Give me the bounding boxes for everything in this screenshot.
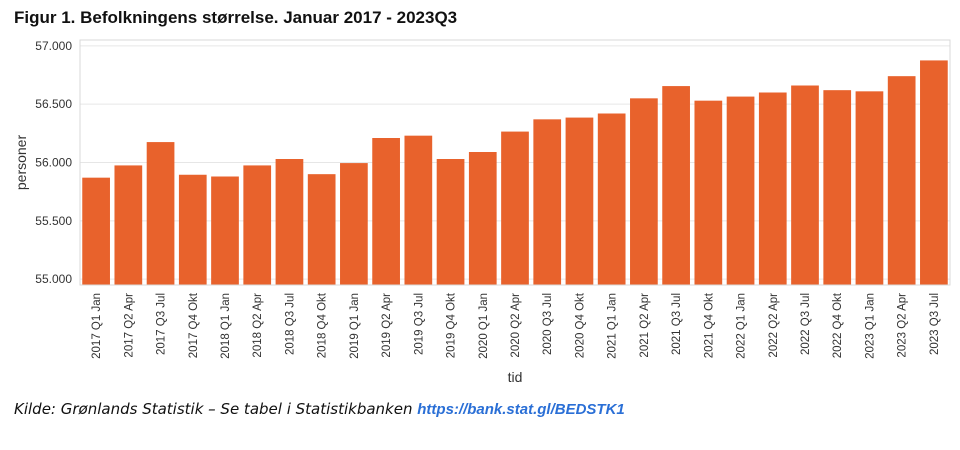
bar — [211, 176, 239, 285]
x-tick-label: 2018 Q3 Jul — [284, 293, 296, 355]
bar — [501, 131, 529, 285]
bar — [178, 174, 207, 285]
figure-title: Figur 1. Befolkningens størrelse. Januar… — [14, 8, 458, 27]
plot-area-frame — [79, 39, 951, 286]
x-tick-label: 2018 Q2 Apr — [252, 293, 264, 358]
x-tick-label: 2021 Q4 Okt — [703, 292, 715, 358]
bar — [114, 165, 143, 285]
x-tick-label: 2023 Q2 Apr — [897, 293, 909, 358]
bar — [887, 76, 916, 286]
y-tick-label: 55.500 — [35, 214, 72, 228]
bar — [404, 135, 433, 285]
statistikbanken-link[interactable]: https://bank.stat.gl/BEDSTK1 — [417, 401, 625, 418]
x-axis-title: tid — [508, 369, 523, 385]
y-axis-title: personer — [13, 135, 29, 191]
bar — [565, 117, 594, 285]
bar — [340, 163, 368, 285]
bar — [855, 91, 884, 285]
x-tick-label: 2020 Q2 Apr — [510, 293, 522, 358]
x-tick-label: 2020 Q1 Jan — [478, 293, 490, 359]
bar — [758, 92, 787, 285]
bar — [726, 96, 755, 285]
bar — [630, 98, 658, 285]
bar — [694, 100, 723, 286]
x-tick-label: 2021 Q2 Apr — [639, 293, 651, 358]
x-tick-label: 2019 Q2 Apr — [381, 293, 393, 358]
x-tick-label: 2022 Q4 Okt — [832, 292, 844, 358]
bar — [307, 174, 336, 285]
bar — [82, 177, 110, 285]
bar — [436, 159, 465, 285]
x-tick-label: 2017 Q2 Apr — [123, 293, 135, 358]
x-tick-label: 2017 Q4 Okt — [188, 292, 200, 358]
bar — [275, 159, 304, 285]
source-text: Kilde: Grønlands Statistik – Se tabel i … — [14, 400, 413, 418]
y-tick-label: 57.000 — [35, 39, 72, 53]
bar — [243, 165, 272, 285]
x-tick-label: 2022 Q3 Jul — [800, 293, 812, 355]
bar — [920, 60, 948, 285]
x-tick-label: 2022 Q1 Jan — [736, 293, 748, 359]
x-tick-label: 2023 Q1 Jan — [864, 293, 876, 359]
x-tick-label: 2019 Q3 Jul — [413, 293, 425, 355]
y-tick-label: 56.000 — [35, 156, 72, 170]
y-tick-labels: 55.000 55.500 56.000 56.500 57.000 — [35, 39, 72, 286]
bars — [82, 60, 948, 286]
y-tick-label: 55.000 — [35, 272, 72, 286]
bar-chart: 55.000 55.500 56.000 56.500 57.000 2017 Q1 J… — [13, 39, 951, 385]
x-tick-label: 2022 Q2 Apr — [768, 293, 780, 358]
bar — [533, 119, 562, 285]
bar — [823, 90, 852, 286]
x-tick-label: 2021 Q1 Jan — [607, 293, 619, 359]
x-tick-label: 2019 Q4 Okt — [446, 292, 458, 358]
y-tick-label: 56.500 — [35, 97, 72, 111]
x-tick-label: 2018 Q1 Jan — [220, 293, 232, 359]
x-tick-label: 2018 Q4 Okt — [317, 292, 329, 358]
x-tick-label: 2020 Q3 Jul — [542, 293, 554, 355]
bar — [146, 142, 175, 285]
bar — [662, 86, 690, 285]
bar — [372, 138, 400, 285]
bar — [468, 152, 497, 285]
bar — [791, 85, 819, 285]
bar — [597, 113, 626, 285]
x-tick-label: 2021 Q3 Jul — [671, 293, 683, 355]
x-tick-label: 2017 Q3 Jul — [156, 293, 168, 355]
x-tick-label: 2020 Q4 Okt — [574, 292, 586, 358]
x-tick-label: 2023 Q3 Jul — [929, 293, 941, 355]
source-note: Kilde: Grønlands Statistik – Se tabel i … — [14, 400, 625, 418]
x-tick-label: 2019 Q1 Jan — [349, 293, 361, 359]
x-tick-label: 2017 Q1 Jan — [91, 293, 103, 359]
x-tick-labels: 2017 Q1 Jan 2017 Q2 Apr 2017 Q3 Jul 2017 Q4… — [91, 292, 941, 359]
